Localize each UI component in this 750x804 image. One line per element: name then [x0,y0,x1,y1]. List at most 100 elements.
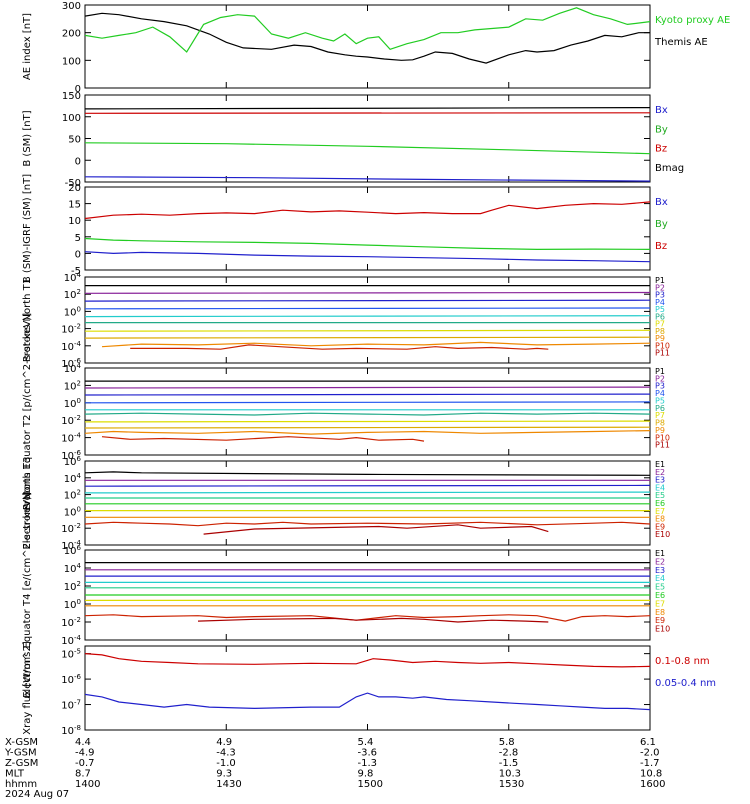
series-6-4 [84,491,651,494]
orbit-label-4: MLT [5,769,25,780]
legend-6-7: E7 [655,507,665,516]
series-3-1 [84,201,651,220]
legend-5-2: P2 [655,374,665,383]
legend-7-1: E1 [655,549,665,558]
legend-6-5: E5 [655,491,665,500]
legend-3-2: By [655,219,668,230]
legend-5-11: P11 [655,441,670,450]
orbit-value-4-5: 10.8 [640,769,662,780]
orbit-value-1-5: 6.1 [640,737,656,748]
orbit-label-3: Z-GSM [5,758,38,769]
y-tick-label-7-1: 10-2 [61,616,81,629]
orbit-value-1-3: 5.4 [358,737,374,748]
legend-5-6: P6 [655,404,665,413]
series-2-3 [84,142,651,155]
y-tick-label-3-1: 0 [75,249,81,260]
series-4-3 [84,299,651,302]
orbit-label-5: hhmm [5,779,37,790]
legend-2-3: Bz [655,144,667,155]
legend-7-7: E7 [655,599,665,608]
orbit-value-2-2: -4.3 [216,748,236,759]
panel-frame-4 [84,276,651,364]
legend-7-2: E2 [655,557,665,566]
legend-8-1: 0.1-0.8 nm [655,656,710,667]
ylabel-8: Xray flux [W/m^2] [22,641,33,735]
y-tick-label-2-2: 50 [68,135,81,146]
ylabel-2: B (SM) [nT] [22,110,33,166]
series-3-3 [84,251,651,263]
y-tick-label-7-3: 102 [64,580,81,593]
legend-4-2: P2 [655,283,665,292]
series-4-8 [84,336,651,339]
y-tick-label-1-3: 300 [62,1,81,12]
orbit-value-3-1: -0.7 [75,758,95,769]
y-tick-label-5-4: 102 [64,379,81,392]
legend-5-4: P4 [655,389,665,398]
orbit-value-4-3: 9.8 [358,769,374,780]
ylabel-4: Protons North T1 [22,278,33,362]
orbit-value-1-4: 5.8 [499,737,515,748]
y-tick-label-8-0: 10-8 [61,724,81,737]
y-tick-label-2-1: 0 [75,156,81,167]
orbit-value-4-2: 9.3 [216,769,232,780]
orbit-value-5-2: 1430 [216,779,241,790]
orbit-value-3-5: -1.7 [640,758,660,769]
orbit-value-1-2: 4.9 [216,737,232,748]
legend-3-3: Bz [655,241,667,252]
legend-1-1: Kyoto proxy AE [655,15,730,26]
series-4-5 [84,315,651,318]
legend-6-1: E1 [655,460,665,469]
orbit-value-5-3: 1500 [358,779,383,790]
y-tick-label-4-4: 102 [64,288,81,301]
y-tick-label-3-3: 10 [68,216,81,227]
legend-7-5: E5 [655,583,665,592]
y-tick-label-6-4: 104 [64,472,82,485]
series-4-2 [84,291,651,294]
y-tick-label-4-3: 100 [64,305,81,318]
ylabel-3: B (SM)-IGRF (SM) [nT] [22,174,33,283]
y-tick-label-3-0: -5 [71,266,81,277]
legend-6-3: E3 [655,476,665,485]
legend-2-4: Bmag [655,163,684,174]
orbit-value-2-1: -4.9 [75,748,95,759]
legend-6-8: E8 [655,515,665,524]
series-6-10 [203,524,549,535]
series-5-7 [84,420,651,423]
legend-7-9: E9 [655,616,665,625]
legend-6-9: E9 [655,522,665,531]
y-tick-label-1-1: 100 [62,56,81,67]
series-5-6 [84,412,651,416]
orbit-value-5-4: 1530 [499,779,524,790]
orbit-value-5-1: 1400 [75,779,100,790]
series-5-9 [84,430,651,435]
y-tick-label-2-3: 100 [62,113,81,124]
y-tick-label-2-0: -50 [65,178,81,189]
series-1-2 [84,7,651,53]
series-8-1 [84,653,651,668]
orbit-value-4-1: 8.7 [75,769,91,780]
legend-7-4: E4 [655,574,665,583]
y-tick-label-4-1: 10-4 [61,340,81,353]
y-tick-label-8-1: 10-7 [61,699,81,712]
legend-4-8: P8 [655,327,665,336]
series-2-4 [84,176,651,182]
ylabel-1: AE index [nT] [22,13,33,80]
orbit-value-3-4: -1.5 [499,758,519,769]
legend-7-3: E3 [655,566,665,575]
legend-6-2: E2 [655,468,665,477]
series-5-10 [101,436,425,442]
y-tick-label-5-3: 100 [64,397,81,410]
series-5-2 [84,386,651,389]
series-4-4 [84,307,651,310]
orbit-value-3-2: -1.0 [216,758,236,769]
orbit-value-2-3: -3.6 [358,748,378,759]
legend-5-7: P7 [655,411,665,420]
series-3-2 [84,237,651,251]
y-tick-label-5-2: 10-2 [61,414,81,427]
legend-4-5: P5 [655,305,665,314]
series-7-9 [84,614,651,622]
y-tick-label-4-2: 10-2 [61,323,81,336]
y-tick-label-6-3: 102 [64,489,81,502]
legend-5-3: P3 [655,382,665,391]
